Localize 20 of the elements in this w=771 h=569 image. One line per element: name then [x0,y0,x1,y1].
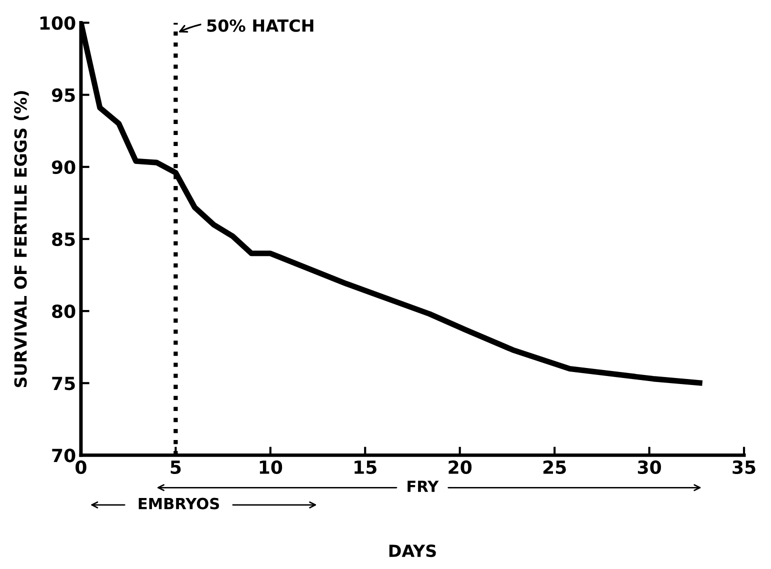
x-tick-label: 35 [732,460,756,474]
y-tick-label: 80 [52,304,76,318]
y-tick-label: 90 [52,160,76,174]
x-tick-label: 15 [354,460,376,474]
x-tick-label: 0 [76,460,86,474]
y-tick-label: 70 [52,448,76,462]
text: EMBRYOS [138,498,219,510]
y-tick-label: 85 [52,232,75,246]
y-axis-title: SURVIVAL OF FERTILE EGGS (%) [14,91,29,388]
y-tick-label: 100 [40,16,76,30]
x-tick-label: 10 [260,460,282,474]
y-tick-label: 95 [52,88,75,102]
x-tick-label: 5 [170,460,181,474]
x-axis-title: DAYS [389,544,436,558]
text: FRY [408,480,439,492]
y-tick-label: 75 [52,376,75,390]
x-tick-label: 25 [543,460,566,474]
ref-line-label: 50% HATCH [207,19,314,32]
x-tick-label: 30 [638,460,661,474]
x-tick-label: 20 [448,460,472,474]
